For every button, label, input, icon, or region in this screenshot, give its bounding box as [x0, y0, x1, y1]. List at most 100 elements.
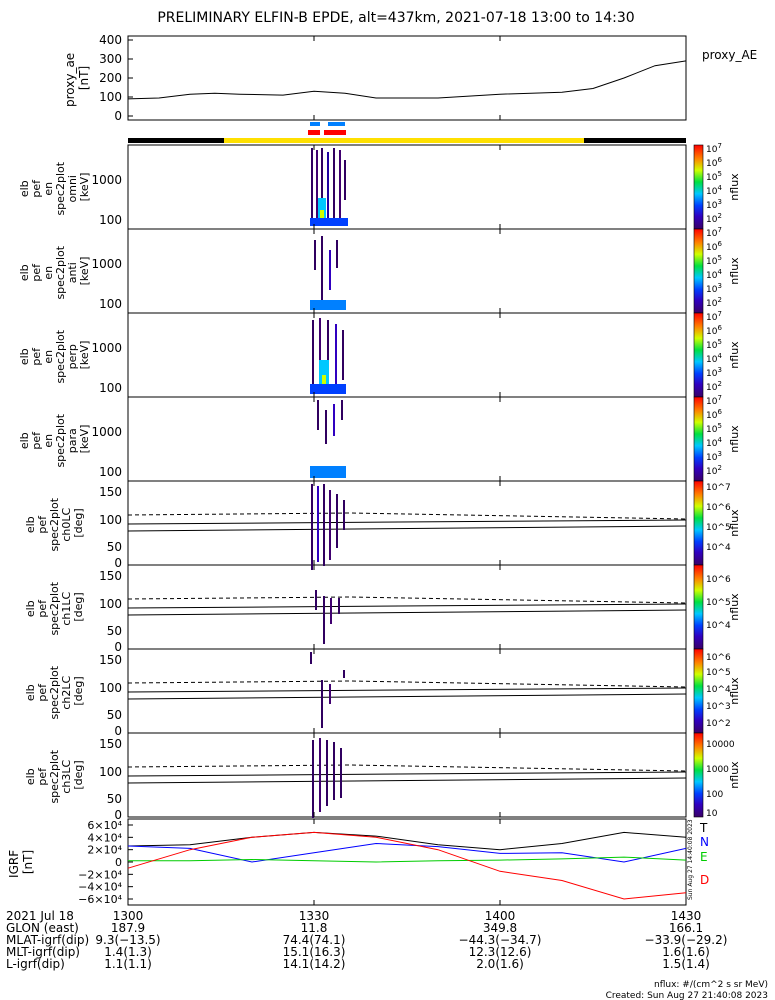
cbar-tick: 10000: [706, 740, 735, 750]
cbar-exp: 7: [717, 310, 721, 318]
energy-panel-anti: [127, 228, 687, 314]
ylabel-line: ch0LC: [60, 508, 73, 542]
cbar-exp: 6: [717, 324, 722, 332]
energy-panels: elb pef en spec2plot omni [keV] elb pef …: [18, 144, 687, 482]
ae-panel-frame: [127, 35, 687, 121]
ylabel-line: elb: [18, 180, 31, 197]
igrf-series-d: [127, 831, 687, 900]
ephemeris-row-label: L-igrf(dip): [6, 957, 65, 971]
cbar-exp: 3: [717, 282, 721, 290]
dashed-line: [127, 764, 687, 772]
ephemeris-cell: 1.6(1.6): [662, 945, 710, 959]
ephemeris-cell: 2.0(1.6): [476, 957, 524, 971]
ephemeris-cell: 1400: [485, 909, 516, 923]
igrf-legend-t: T: [699, 821, 708, 835]
cbar-tick: 102: [706, 296, 722, 309]
pitch-tick: 0: [114, 640, 122, 654]
ephemeris-cell: 15.1(16.3): [283, 945, 346, 959]
cbar-exp: 5: [717, 170, 721, 178]
ylabel-line: elb: [18, 264, 31, 281]
ylabel-line: spec2plot: [48, 749, 61, 803]
pitch-tick: 50: [107, 624, 122, 638]
cbar-tick: 104: [706, 268, 722, 281]
cbar-tick: 10^6: [706, 503, 731, 513]
ephemeris-cell: 1.4(1.3): [104, 945, 152, 959]
cbar-tick: 107: [706, 394, 722, 407]
cbar-tick: 10: [706, 809, 718, 819]
ylabel-line: pef: [36, 515, 49, 534]
ylabel-line: spec2plot: [48, 581, 61, 635]
dashed-line: [127, 596, 687, 604]
loss-cone-lines: [127, 512, 687, 784]
dashed-line: [127, 512, 687, 520]
energy-tick-label: 100: [99, 297, 122, 311]
cbar-tick: 103: [706, 450, 722, 463]
energy-ylabel-perp: elb pef en spec2plot perp [keV]: [18, 326, 91, 383]
ylabel-line: pef: [30, 263, 43, 282]
cbar-exp: 2: [717, 212, 721, 220]
energy-tick-label: 100: [99, 465, 122, 479]
ylabel-line: [keV]: [78, 257, 91, 286]
igrf-legend-d: D: [700, 873, 709, 887]
flag-blue-1: [310, 122, 320, 126]
pitch-tick: 150: [99, 569, 122, 583]
cbar-tick: 106: [706, 240, 722, 253]
ae-tick-label: 200: [99, 71, 122, 85]
pitch-tick: 0: [114, 556, 122, 570]
cbar-tick: 104: [706, 184, 722, 197]
ephemeris-cell: −33.9(−29.2): [645, 933, 728, 947]
cbar-exp: 7: [717, 226, 721, 234]
cbar-tick: 10^5: [706, 598, 731, 608]
ephemeris-cell: 12.3(12.6): [469, 945, 532, 959]
ylabel-line: elb: [18, 348, 31, 365]
ylabel-line: [keV]: [78, 341, 91, 370]
cbar-exp: 6: [717, 408, 722, 416]
ylabel-line: para: [66, 428, 79, 453]
pitch-ylabel-ch3: elb pef spec2plot ch3LC [deg]: [24, 746, 85, 803]
ae-ylabel: proxy_ae [nT]: [63, 49, 91, 107]
ephemeris-row-label: 2021 Jul 18: [6, 909, 74, 923]
cbar-tick: 103: [706, 198, 722, 211]
cbar-tick: 10^4: [706, 621, 731, 631]
orbit-bar-right: [584, 138, 686, 143]
ylabel-line: pef: [30, 179, 43, 198]
cbar-tick: 103: [706, 282, 722, 295]
ephemeris-cell: 166.1: [669, 921, 703, 935]
ylabel-line: en: [42, 434, 55, 448]
pitch-tick: 100: [99, 765, 122, 779]
igrf-ylabel-line: IGRF: [7, 850, 21, 878]
pitch-colorbar: [693, 564, 704, 650]
cbar-exp: 2: [717, 380, 721, 388]
energy-panel-para: [127, 396, 687, 482]
ylabel-line: ch2LC: [60, 676, 73, 710]
ylabel-line: ch1LC: [60, 592, 73, 626]
ephemeris-cell: 74.4(74.1): [283, 933, 346, 947]
cbar-tick: 105: [706, 422, 722, 435]
ephemeris-cell: 1.1(1.1): [104, 957, 152, 971]
solid-line: [127, 777, 687, 784]
igrf-legend-e: E: [700, 850, 708, 864]
cbar-exp: 2: [717, 464, 721, 472]
cbar-tick: 10^6: [706, 575, 731, 585]
ylabel-line: elb: [24, 684, 37, 701]
energy-colorbar: [693, 396, 704, 482]
igrf-tick-label: 0: [115, 856, 122, 869]
ylabel-line: en: [42, 350, 55, 364]
ae-ylabel-line: [nT]: [77, 66, 91, 90]
energy-tick-label: 1000: [91, 341, 122, 355]
pitch-panel-ch3: [127, 732, 687, 818]
pitch-tick: 150: [99, 485, 122, 499]
igrf-lines: [127, 831, 687, 900]
flux-base: [310, 300, 346, 310]
ephemeris-cell: −44.3(−34.7): [459, 933, 542, 947]
pitch-tick: 150: [99, 737, 122, 751]
pitch-tick: 50: [107, 792, 122, 806]
cbar-tick: 10^2: [706, 719, 731, 729]
orbit-bar-middle: [224, 138, 584, 143]
igrf-legend-n: N: [700, 835, 709, 849]
cbar-exp: 5: [717, 422, 721, 430]
energy-panel-perp: [127, 312, 687, 398]
cbar-tick: 10^5: [706, 668, 731, 678]
ae-tick-label: 400: [99, 33, 122, 47]
